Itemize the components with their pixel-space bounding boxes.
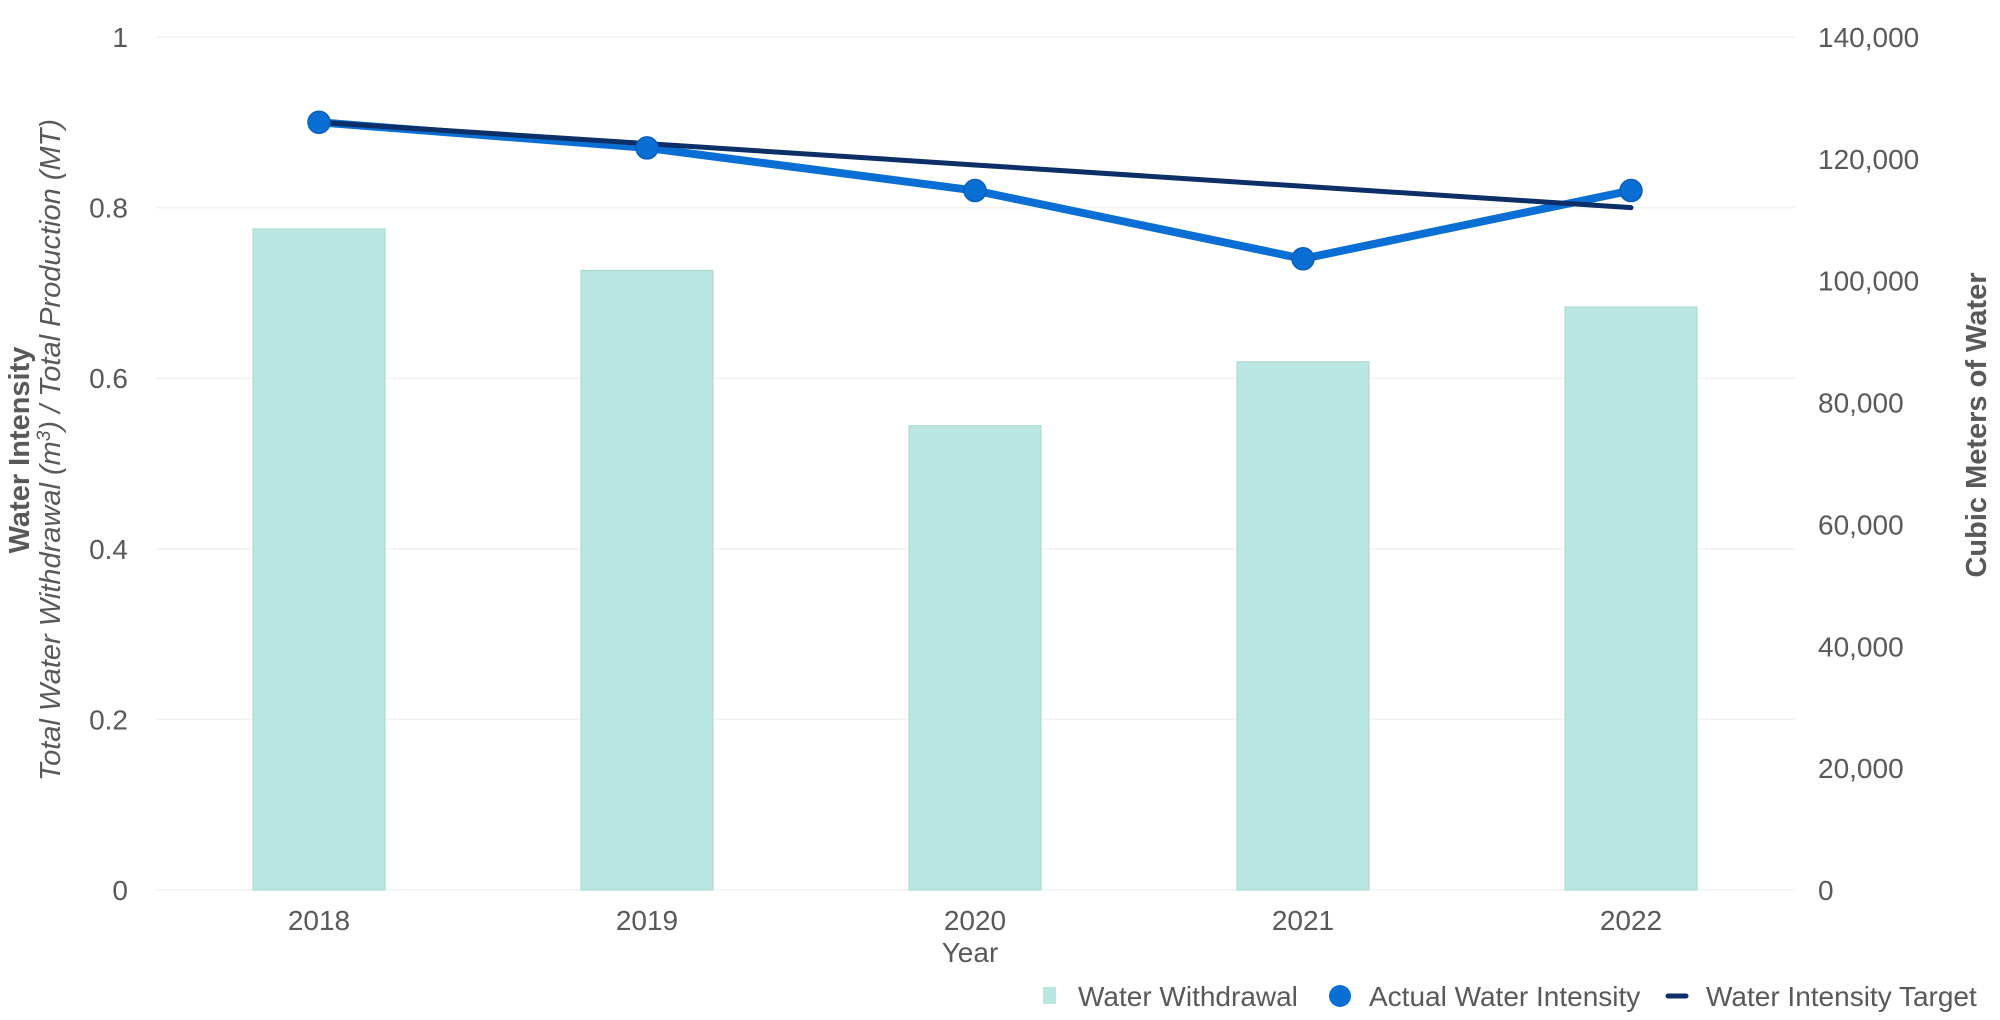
x-tick-label: 2022 [1600, 905, 1662, 936]
left-tick-label: 0.6 [89, 363, 128, 394]
point-actual-water-intensity [635, 136, 659, 160]
right-tick-label: 100,000 [1818, 266, 1919, 297]
bar [1564, 306, 1698, 891]
x-axis-ticks: 2018 2019 2020 2021 2022 [288, 905, 1662, 936]
right-tick-label: 80,000 [1818, 388, 1904, 419]
legend-label-water-withdrawal: Water Withdrawal [1078, 981, 1298, 1012]
legend-marker-actual-water-intensity [1329, 985, 1351, 1007]
bar [908, 425, 1042, 891]
point-actual-water-intensity [307, 110, 331, 135]
left-axis-subtitle-sup: 3 [34, 430, 55, 441]
point-actual-water-intensity [1619, 178, 1643, 203]
right-tick-label: 60,000 [1818, 509, 1904, 540]
left-axis-subtitle: Total Water Withdrawal (m3) / Total Prod… [34, 119, 68, 781]
bar [580, 269, 714, 891]
left-tick-label: 0.8 [89, 193, 128, 224]
bars-water-withdrawal [252, 228, 1698, 891]
right-tick-label: 140,000 [1818, 22, 1919, 53]
point-actual-water-intensity [1291, 247, 1315, 271]
point-actual-water-intensity [963, 178, 987, 203]
x-tick-label: 2021 [1272, 905, 1334, 936]
left-axis-subtitle-post: ) / Total Production (MT) [35, 119, 67, 434]
x-tick-label: 2020 [944, 905, 1006, 936]
x-tick-label: 2019 [616, 905, 678, 936]
line-water-intensity-target [316, 119, 1634, 211]
right-tick-label: 0 [1818, 875, 1834, 906]
right-tick-label: 120,000 [1818, 144, 1919, 175]
legend-swatch-water-withdrawal [1043, 987, 1056, 1004]
left-tick-label: 0.4 [89, 534, 128, 565]
x-tick-label: 2018 [288, 905, 350, 936]
left-tick-label: 0 [112, 875, 128, 906]
legend-label-water-intensity-target: Water Intensity Target [1706, 981, 1977, 1012]
bar [1236, 361, 1370, 891]
left-axis-ticks: 0 0.2 0.4 0.6 0.8 1 [89, 22, 128, 906]
left-tick-label: 1 [112, 22, 128, 53]
right-axis-ticks: 0 20,000 40,000 60,000 80,000 100,000 120,000 1… [1818, 22, 1919, 906]
left-axis-subtitle-pre: Total Water Withdrawal (m [35, 441, 67, 781]
legend-label-actual-water-intensity: Actual Water Intensity [1369, 981, 1640, 1012]
left-tick-label: 0.2 [89, 704, 128, 735]
lines-layer [307, 110, 1643, 271]
right-tick-label: 40,000 [1818, 631, 1904, 662]
legend: Water Withdrawal Actual Water Intensity … [1043, 981, 1977, 1012]
bar [252, 228, 386, 891]
left-axis-title: Water Intensity [4, 347, 36, 554]
x-axis-title: Year [942, 937, 999, 968]
right-tick-label: 20,000 [1818, 753, 1904, 784]
right-axis-title: Cubic Meters of Water [1961, 272, 1993, 577]
